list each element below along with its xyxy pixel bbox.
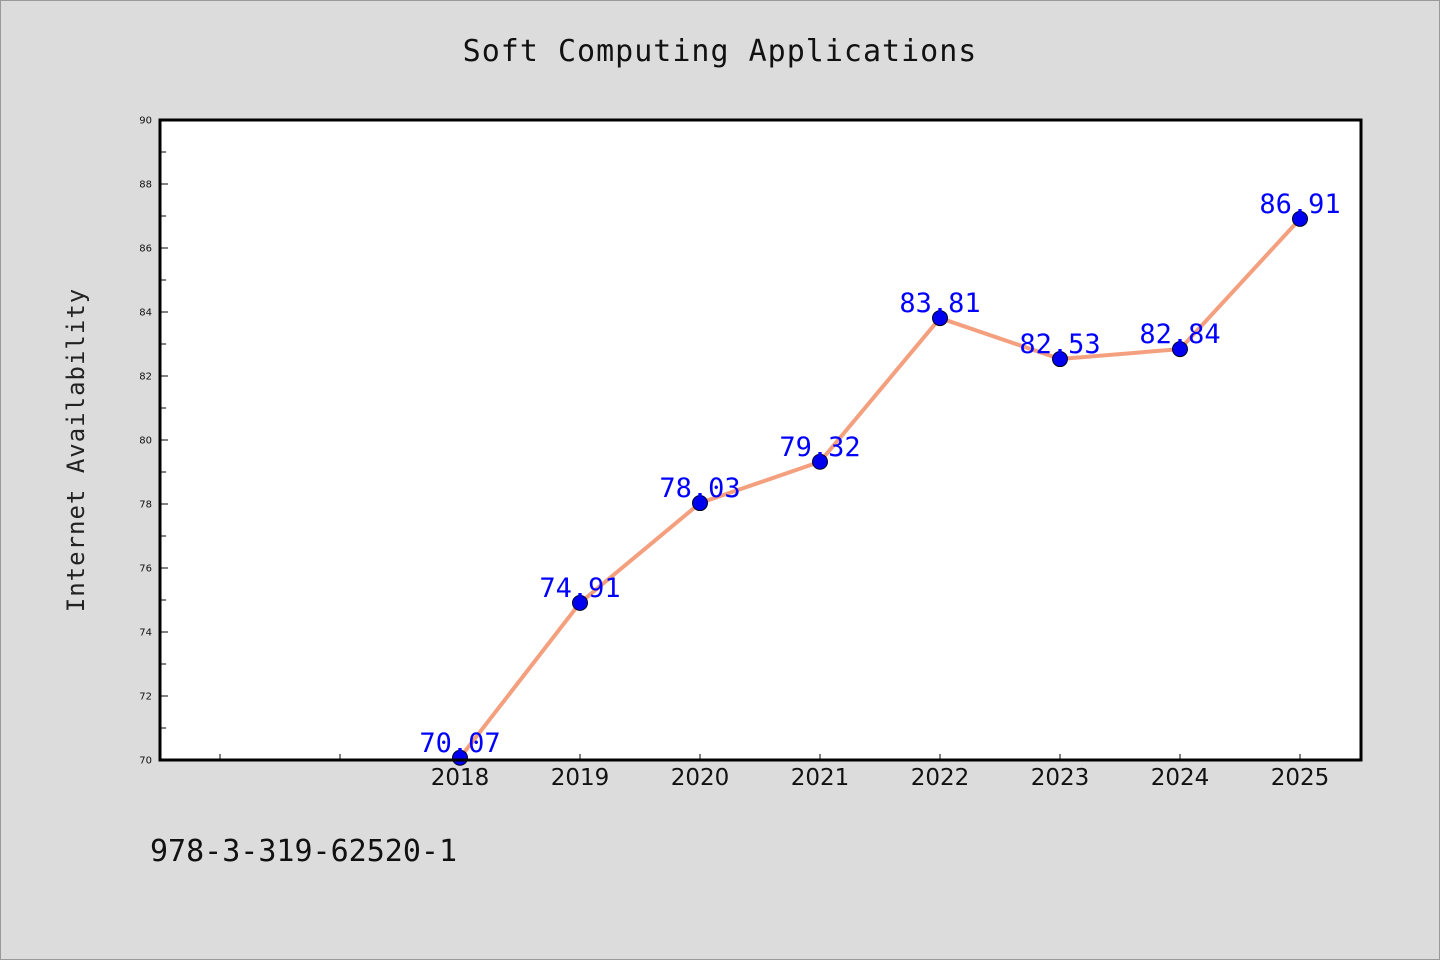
y-tick-label: 70	[139, 756, 152, 767]
y-tick-label: 84	[139, 308, 152, 319]
data-label: 78.03	[659, 473, 740, 504]
series-line	[458, 216, 1302, 760]
x-tick-label: 2020	[671, 765, 730, 791]
y-tick-label: 72	[139, 692, 152, 703]
data-point	[452, 749, 468, 766]
data-point	[1052, 351, 1068, 368]
x-tick-label: 2021	[791, 765, 850, 791]
data-label: 82.84	[1139, 319, 1220, 350]
isbn-annotation: 978-3-319-62520-1	[150, 834, 458, 869]
chart-title: Soft Computing Applications	[462, 34, 978, 69]
data-label: 74.91	[539, 573, 620, 604]
data-point	[1292, 210, 1308, 227]
data-label: 82.53	[1019, 329, 1100, 360]
plot-border	[158, 118, 1363, 762]
y-tick-label: 90	[139, 116, 152, 127]
x-tick-label: 2025	[1271, 765, 1330, 791]
y-tick-label: 76	[139, 564, 152, 575]
data-point	[932, 310, 948, 327]
data-point	[692, 495, 708, 512]
data-point	[572, 594, 588, 611]
y-tick-label: 82	[139, 372, 152, 383]
x-tick-label: 2018	[431, 765, 490, 791]
y-tick-label: 80	[139, 436, 152, 447]
y-tick-label: 74	[139, 628, 152, 639]
y-tick-label: 86	[139, 244, 152, 255]
data-label: 79.32	[779, 432, 860, 463]
data-label: 86.91	[1259, 189, 1340, 220]
plot-area	[160, 120, 1361, 760]
x-tick-label: 2022	[911, 765, 970, 791]
data-label: 70.07	[419, 728, 500, 759]
data-label: 83.81	[899, 288, 980, 319]
data-point	[812, 453, 828, 470]
x-tick-label: 2023	[1031, 765, 1090, 791]
y-tick-label: 78	[139, 500, 152, 511]
y-tick-label: 88	[139, 180, 152, 191]
data-point	[1172, 341, 1188, 358]
x-tick-label: 2019	[551, 765, 610, 791]
x-tick-label: 2024	[1151, 765, 1210, 791]
